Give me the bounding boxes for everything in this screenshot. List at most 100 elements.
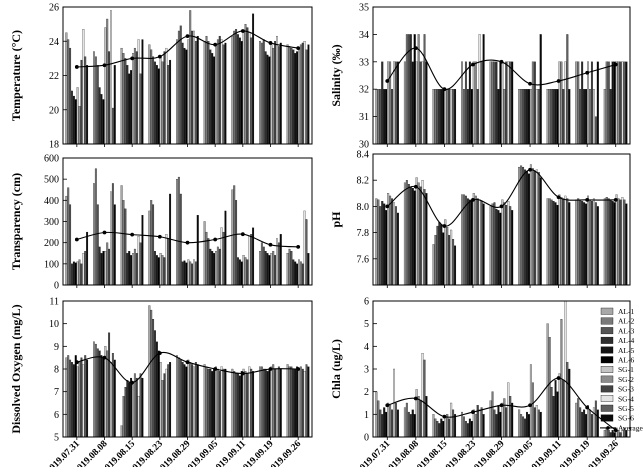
bar-sg-1-1 — [415, 177, 418, 286]
bar-sg-3-6 — [246, 27, 249, 145]
average-point-6 — [556, 195, 561, 200]
y-axis-label: Dissolved Oxygen (mg/L) — [9, 304, 23, 433]
bar-sg-4-6 — [248, 32, 251, 145]
average-point-5 — [528, 167, 532, 172]
bar-sg-5-7 — [594, 202, 597, 286]
bar-sg-2-5 — [216, 246, 219, 286]
bar-sg-2-0 — [78, 362, 81, 438]
bar-al-5-3 — [468, 199, 471, 286]
bar-sg-5-3 — [480, 407, 483, 438]
bar-sg-1-6 — [558, 373, 561, 438]
bar-sg-1-2 — [132, 253, 134, 286]
bar-al-2-7 — [260, 366, 263, 438]
bar-sg-1-8 — [298, 368, 300, 438]
bar-sg-5-4 — [509, 396, 512, 438]
bar-sg-5-3 — [167, 238, 170, 286]
bar-al-2-2 — [122, 200, 125, 286]
bar-al-3-4 — [179, 359, 182, 438]
bar-al-1-2 — [432, 414, 435, 438]
bar-al-2-0 — [377, 199, 380, 286]
bar-sg-5-4 — [509, 206, 512, 286]
bar-al-6-8 — [296, 51, 299, 145]
bar-sg-6-8 — [625, 203, 628, 286]
bar-al-1-3 — [148, 305, 151, 438]
y-tick-label: 0 — [54, 281, 59, 292]
legend-swatch-sg-2 — [600, 375, 614, 383]
bar-al-5-0 — [72, 364, 75, 438]
y-tick-label: 2 — [364, 387, 369, 398]
bar-al-4-1 — [409, 414, 412, 438]
bar-sg-4-0 — [82, 364, 85, 438]
bar-sg-6-6 — [252, 227, 255, 286]
bar-sg-3-0 — [80, 263, 83, 286]
bar-al-3-4 — [179, 25, 182, 145]
bar-sg-6-0 — [86, 65, 89, 145]
bar-al-3-3 — [464, 61, 467, 145]
y-tick-label: 20 — [49, 105, 59, 116]
average-point-3 — [471, 62, 475, 67]
bar-al-1-7 — [575, 402, 578, 438]
legend-label-al-1: AL-1 — [618, 307, 634, 316]
bar-al-5-0 — [72, 261, 75, 286]
legend-swatch-sg-3 — [600, 385, 614, 393]
bar-al-1-2 — [432, 244, 435, 286]
bar-al-4-2 — [438, 89, 441, 145]
bar-sg-5-1 — [423, 34, 426, 145]
bar-sg-5-5 — [537, 409, 540, 438]
bar-sg-3-1 — [419, 186, 422, 286]
bar-al-6-5 — [527, 173, 530, 286]
bar-al-1-5 — [203, 221, 206, 286]
bar-al-5-2 — [128, 73, 131, 145]
y-tick-label: 1 — [364, 410, 369, 421]
bar-sg-6-5 — [539, 177, 542, 286]
bar-al-6-1 — [102, 251, 105, 286]
bar-sg-2-8 — [299, 261, 302, 286]
bar-al-6-2 — [130, 377, 133, 438]
bar-al-1-0 — [65, 32, 68, 145]
bar-al-3-5 — [207, 41, 210, 145]
average-point-8 — [296, 367, 301, 371]
bar-sg-6-0 — [396, 212, 399, 286]
bar-sg-6-7 — [596, 409, 599, 438]
bar-al-4-7 — [264, 368, 267, 438]
bar-al-5-1 — [100, 94, 103, 145]
bar-sg-6-4 — [196, 35, 199, 145]
bar-sg-4-8 — [303, 41, 306, 145]
y-tick-label: 8.4 — [357, 150, 370, 161]
bar-al-1-1 — [403, 407, 406, 438]
bar-sg-1-5 — [529, 89, 532, 145]
bar-sg-1-7 — [270, 44, 273, 145]
bar-sg-3-3 — [476, 405, 479, 438]
bar-al-3-6 — [235, 29, 238, 145]
bar-sg-4-3 — [478, 409, 481, 438]
bar-al-4-2 — [438, 423, 441, 438]
average-point-4 — [499, 204, 504, 209]
bar-sg-2-0 — [78, 259, 81, 286]
bar-sg-5-4 — [194, 41, 197, 145]
bar-sg-2-2 — [446, 227, 449, 286]
y-tick-label: 11 — [49, 297, 59, 308]
average-point-3 — [471, 197, 475, 202]
legend-swatch-al-1 — [600, 307, 614, 315]
y-axis-label: Transparency (cm) — [9, 173, 23, 270]
bar-al-4-4 — [495, 208, 498, 286]
bar-al-3-1 — [96, 204, 99, 286]
bar-al-5-4 — [497, 210, 500, 286]
average-point-6 — [556, 79, 561, 83]
bar-sg-3-4 — [505, 204, 508, 286]
bar-al-5-1 — [100, 355, 103, 438]
bar-al-6-1 — [413, 34, 416, 145]
bar-al-3-8 — [607, 198, 610, 286]
average-point-5 — [528, 81, 532, 86]
average-point-8 — [296, 46, 301, 50]
y-tick-label: 6 — [54, 410, 59, 421]
bar-al-5-7 — [583, 89, 586, 145]
bar-al-2-6 — [548, 89, 551, 145]
bar-sg-2-5 — [531, 382, 534, 438]
bar-al-6-1 — [102, 99, 105, 145]
average-point-0 — [385, 403, 390, 408]
bar-al-6-4 — [185, 262, 188, 286]
bar-sg-3-0 — [80, 59, 83, 145]
y-tick-label: 200 — [44, 238, 59, 249]
bar-sg-6-1 — [113, 65, 116, 145]
